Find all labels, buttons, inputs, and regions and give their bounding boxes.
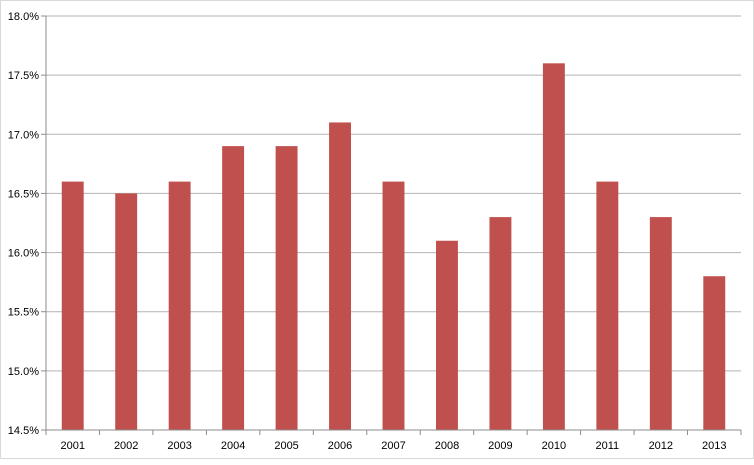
bar-2005: [275, 146, 298, 430]
x-tick-label: 2013: [702, 440, 726, 452]
bar-2004: [222, 146, 245, 430]
x-tick-label: 2004: [221, 440, 245, 452]
bar-2012: [649, 217, 672, 430]
bar-2003: [168, 181, 191, 430]
y-tick-label: 14.5%: [8, 425, 39, 437]
bar-2010: [542, 63, 565, 431]
y-tick-label: 16.5%: [8, 188, 39, 200]
bar-2007: [382, 181, 405, 430]
y-tick-label: 17.0%: [8, 129, 39, 141]
x-tick-label: 2010: [542, 440, 566, 452]
x-tick-label: 2008: [435, 440, 459, 452]
bar-2009: [489, 217, 512, 430]
bar-2006: [329, 122, 351, 430]
x-tick-label: 2012: [649, 440, 673, 452]
bars: [61, 63, 726, 431]
x-tick-label: 2005: [274, 440, 298, 452]
axes: [41, 15, 742, 435]
x-tick-label: 2009: [488, 440, 512, 452]
y-tick-label: 16.0%: [8, 248, 39, 260]
bar-2011: [596, 181, 619, 430]
bar-2013: [703, 276, 726, 430]
bar-2002: [115, 193, 138, 430]
y-tick-label: 17.5%: [8, 70, 39, 82]
x-tick-label: 2007: [381, 440, 405, 452]
x-tick-label: 2003: [167, 440, 191, 452]
x-tick-label: 2002: [114, 440, 138, 452]
y-axis-tick-labels: 14.5% 15.0% 15.5% 16.0% 16.5% 17.0% 17.5% 18.0%: [8, 11, 39, 437]
bar-2001: [61, 181, 84, 430]
y-tick-label: 15.0%: [8, 366, 39, 378]
y-tick-label: 18.0%: [8, 11, 39, 23]
x-tick-label: 2006: [328, 440, 352, 452]
x-tick-label: 2011: [596, 440, 620, 452]
x-tick-label: 2001: [60, 440, 84, 452]
bar-2008: [436, 240, 458, 430]
x-axis-tick-labels: 2001 2002 2003 2004 2005 2006 2007 2008 2009 2010…: [60, 440, 726, 452]
y-tick-label: 15.5%: [8, 307, 39, 319]
